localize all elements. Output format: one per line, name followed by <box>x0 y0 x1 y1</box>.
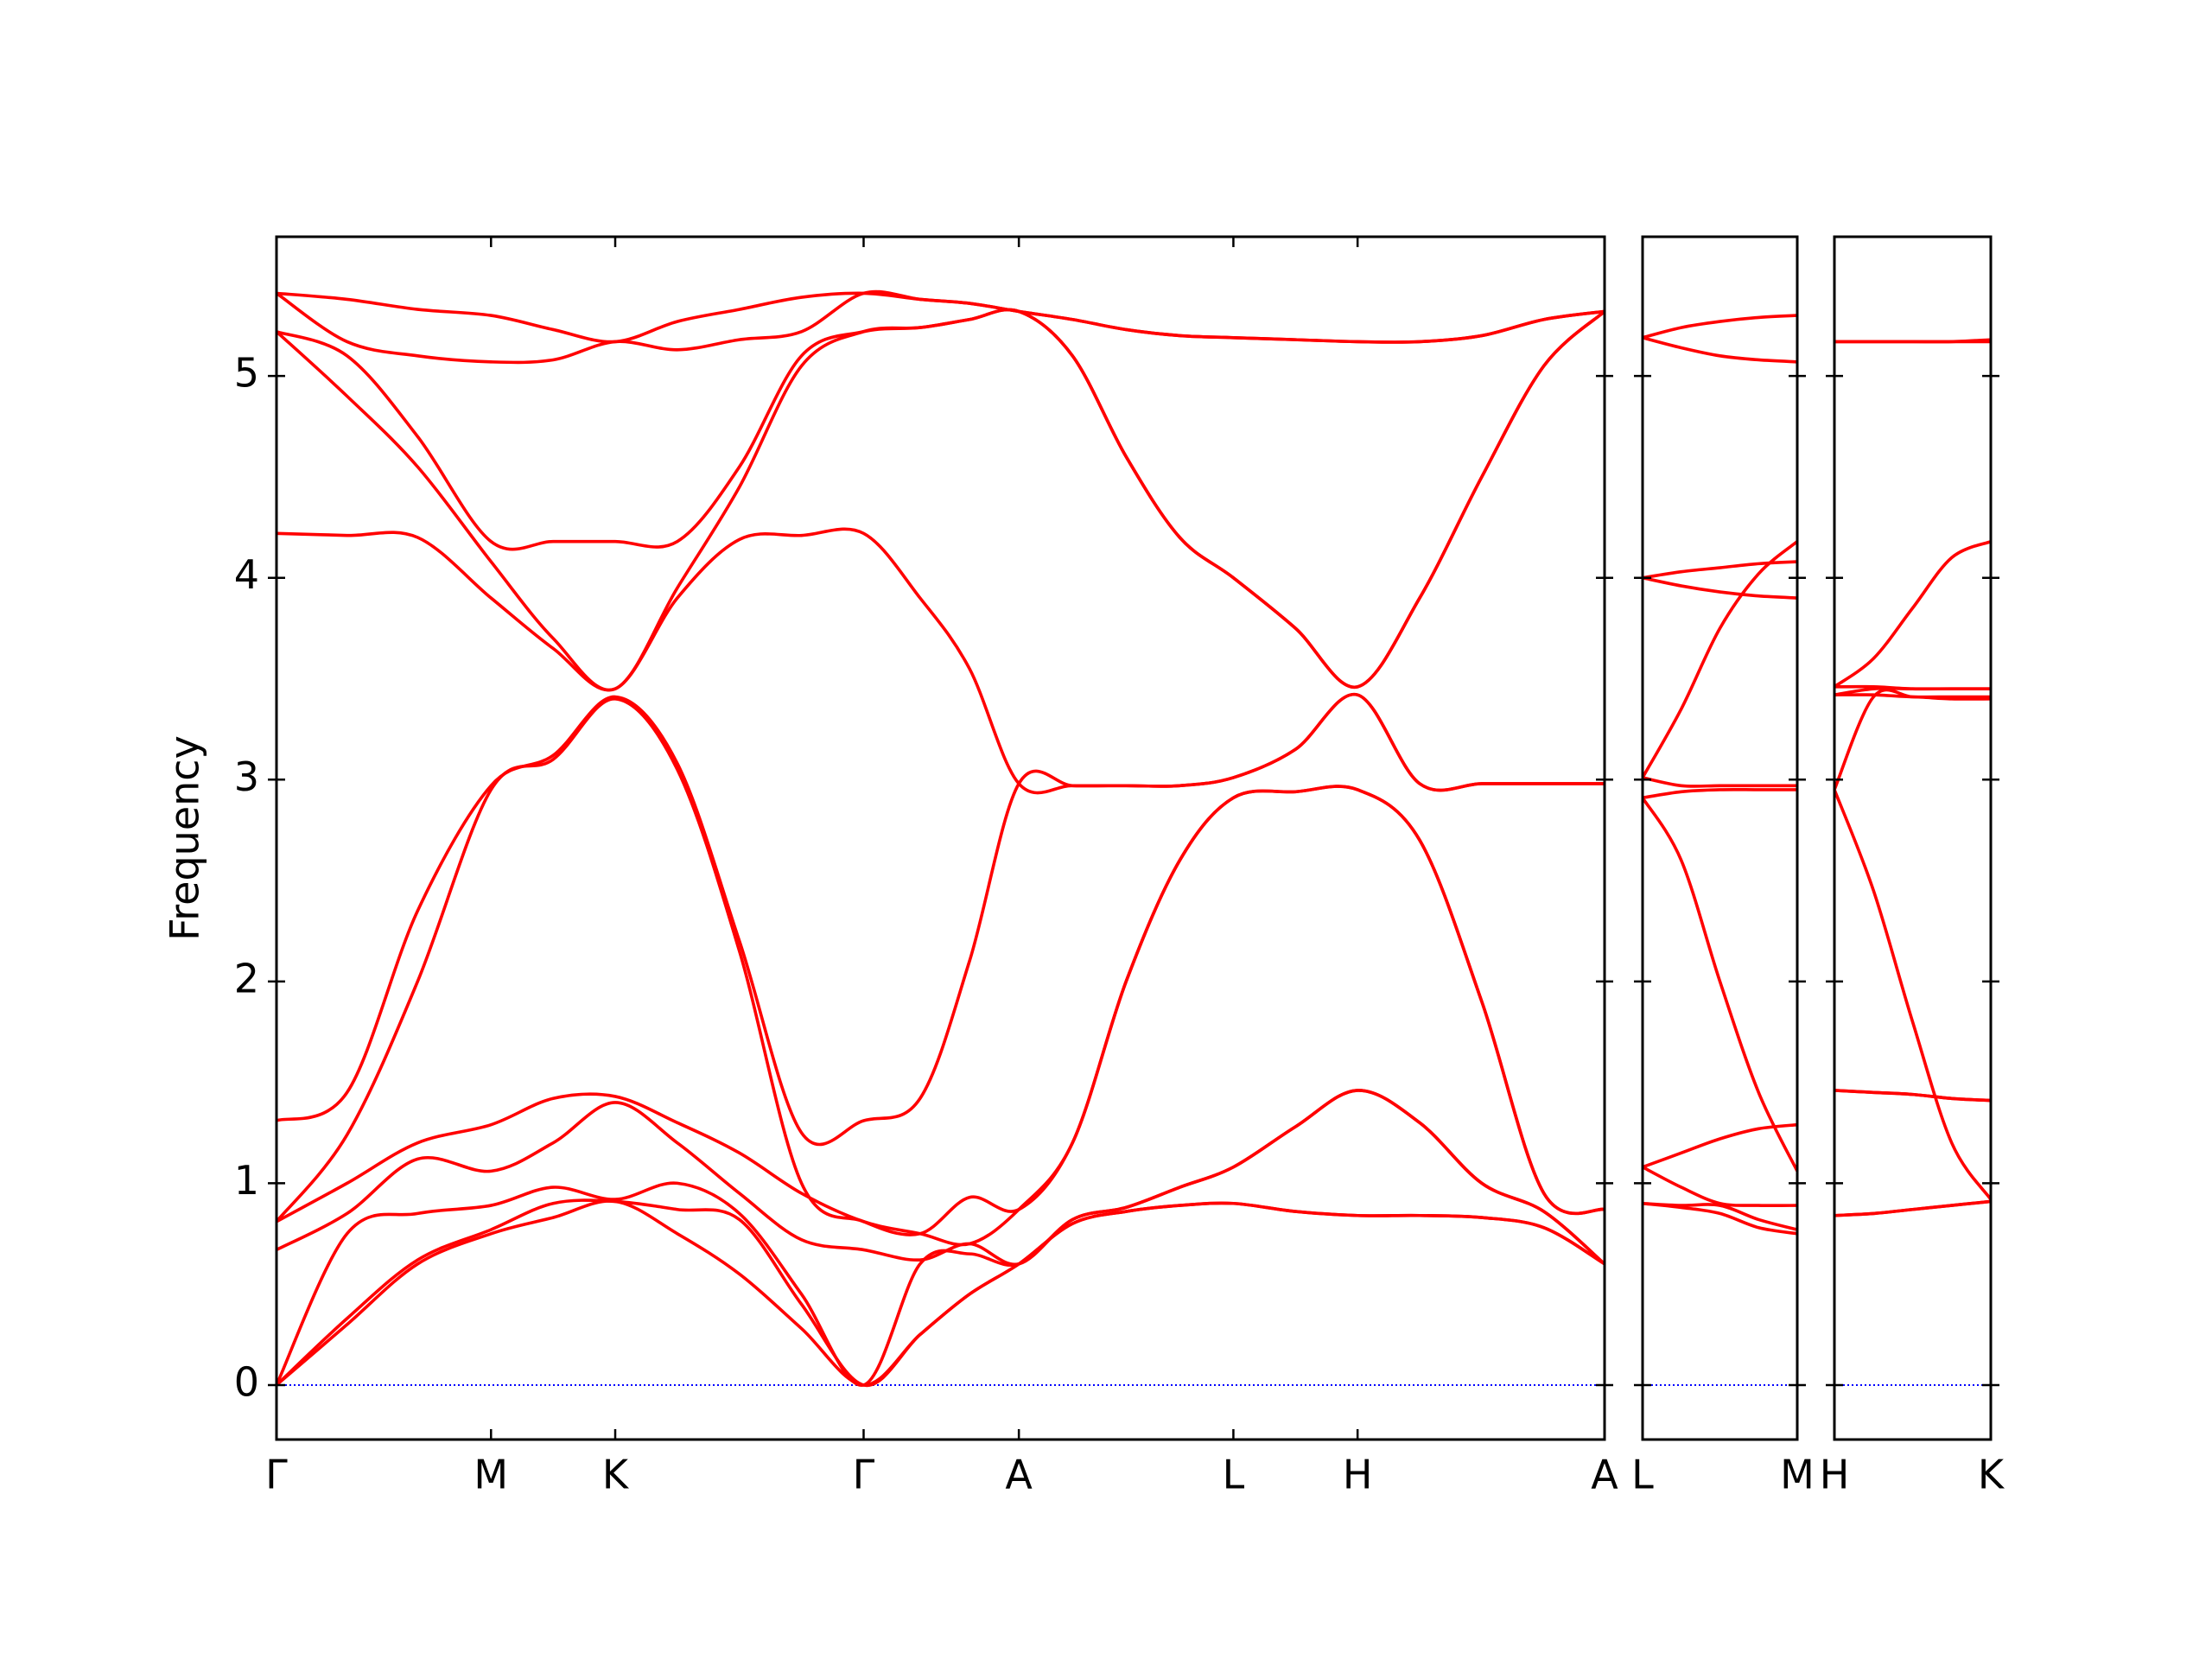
y-axis-label: Frequency <box>162 735 208 941</box>
x-tick-label: A <box>1005 1452 1033 1498</box>
band-line <box>1642 1201 1798 1231</box>
band-line <box>1642 575 1798 600</box>
x-tick-label: K <box>1978 1452 2005 1498</box>
y-tick-label: 5 <box>234 350 259 397</box>
x-tick-label: H <box>1820 1452 1850 1498</box>
x-tick-label: Γ <box>853 1452 875 1498</box>
band-line <box>1642 787 1797 800</box>
band-line <box>1642 1122 1798 1169</box>
x-tick-label: H <box>1343 1452 1373 1498</box>
plot-frame <box>1833 235 1993 1441</box>
plot-frame <box>1641 235 1799 1441</box>
y-tick-label: 1 <box>234 1157 259 1204</box>
band-line <box>1642 336 1798 364</box>
band-line <box>276 308 1606 689</box>
band-line <box>1642 314 1798 340</box>
y-tick-label: 0 <box>234 1358 259 1405</box>
band-line <box>1641 797 1799 1173</box>
y-tick-label: 2 <box>234 955 259 1001</box>
x-tick-label: K <box>602 1452 630 1498</box>
y-tick-label: 3 <box>234 753 259 800</box>
x-tick-label: A <box>1591 1452 1618 1498</box>
x-tick-label: M <box>1780 1452 1815 1498</box>
y-tick-label: 4 <box>234 551 259 598</box>
x-tick-label: Γ <box>265 1452 288 1498</box>
band-line <box>1834 338 1992 344</box>
band-line <box>276 527 1605 795</box>
band-line <box>1642 776 1797 788</box>
plot-frame <box>275 235 1606 1441</box>
x-tick-label: M <box>474 1452 508 1498</box>
band-line <box>1834 684 1991 691</box>
band-line <box>276 291 1605 344</box>
band-line <box>1641 540 1799 779</box>
band-line <box>275 1198 1605 1388</box>
x-tick-label: L <box>1223 1452 1245 1498</box>
band-line <box>1833 539 1992 689</box>
band-line <box>1834 693 1991 699</box>
band-line <box>1833 789 1993 1201</box>
band-line <box>1834 1089 1992 1103</box>
band-line <box>1642 560 1798 580</box>
band-line <box>1834 1199 1992 1217</box>
x-tick-label: L <box>1631 1452 1654 1498</box>
band-line <box>1642 1166 1798 1208</box>
